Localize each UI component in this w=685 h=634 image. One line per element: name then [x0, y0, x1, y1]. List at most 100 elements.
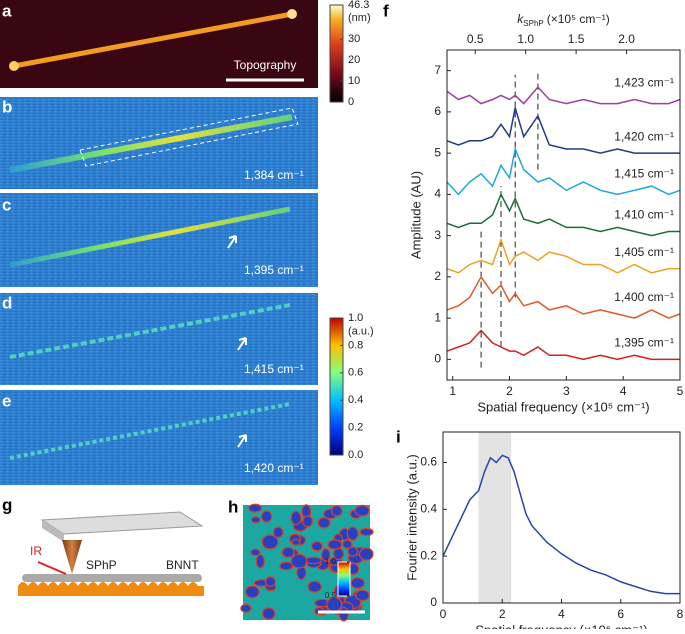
plot-frame	[442, 431, 681, 604]
panel-letter: f	[383, 1, 389, 20]
series-line	[446, 192, 680, 237]
series-line	[442, 454, 680, 595]
y-tick-label: 7	[434, 63, 441, 77]
nanotube	[9, 303, 291, 359]
colorbar-tick-label: 30	[348, 33, 360, 45]
image-label: 1,420 cm⁻¹	[244, 461, 304, 475]
schematic-label: SPhP	[86, 558, 117, 572]
x2-axis-label: kSPhP (×10⁵ cm⁻¹)	[517, 12, 609, 28]
y-axis-label: Amplitude (AU)	[408, 171, 423, 259]
domain	[304, 556, 322, 565]
colorbar-tick-label: 10	[348, 75, 360, 87]
domain	[264, 576, 277, 587]
series-line	[446, 146, 681, 196]
colorbar-tick-label: 46.3	[348, 0, 369, 11]
domain	[358, 547, 374, 561]
x-tick-label: 3	[563, 384, 570, 398]
x-axis-label: Spatial frequency (×10⁵ cm⁻¹)	[477, 399, 649, 414]
domain	[354, 504, 370, 517]
domain	[317, 516, 331, 529]
panel-letter: h	[228, 497, 238, 516]
domain	[291, 538, 301, 546]
panel-letter: e	[2, 391, 11, 410]
x2-tick-label: 0.5	[467, 32, 484, 46]
x2-label-part: (×10⁵ cm⁻¹)	[547, 12, 610, 26]
domain	[307, 580, 322, 593]
domain	[279, 561, 294, 571]
series-line	[446, 107, 680, 154]
arrow	[227, 235, 237, 249]
image-label: 1,384 cm⁻¹	[244, 168, 304, 182]
colorbar-unit: (nm)	[348, 12, 371, 24]
x-tick-label: 2	[499, 607, 506, 621]
domain	[272, 526, 284, 539]
substrate	[18, 586, 204, 596]
series-label: 1,400 cm⁻¹	[614, 290, 674, 304]
domain	[355, 589, 370, 602]
y-tick-label: 2	[434, 269, 441, 283]
series-line	[446, 237, 680, 274]
panel-letter: c	[2, 195, 11, 214]
y-tick-label: 0.4	[420, 501, 437, 515]
domain	[331, 505, 343, 517]
y-tick-label: 0	[434, 352, 441, 366]
schematic	[18, 511, 204, 596]
image-label: 1,395 cm⁻¹	[244, 263, 304, 277]
domain	[342, 539, 353, 550]
nanotube-end	[9, 61, 19, 71]
series-line	[446, 85, 681, 105]
x-tick-label: 4	[558, 607, 565, 621]
domain	[347, 546, 359, 557]
y-tick-label: 0.6	[420, 455, 437, 469]
topography-label: Topography	[234, 58, 297, 72]
domain	[338, 606, 349, 622]
x-tick-label: 5	[677, 384, 684, 398]
x2-tick-label: 2.0	[618, 32, 635, 46]
x-tick-label: 2	[506, 384, 513, 398]
panel-letter: i	[396, 427, 401, 446]
domain	[261, 534, 279, 550]
panel-letter: b	[2, 97, 12, 116]
tip	[62, 540, 82, 574]
bnnt-tube	[22, 574, 202, 582]
image-e	[0, 390, 318, 485]
x-tick-label: 6	[617, 607, 624, 621]
domain	[320, 548, 331, 562]
y-tick-label: 0.2	[420, 548, 437, 562]
colorbar-h	[337, 561, 351, 597]
y-tick-label: 1	[434, 310, 441, 324]
schematic-label: BNNT	[166, 558, 199, 572]
plot-frame	[446, 49, 681, 381]
series-line	[446, 329, 680, 361]
colorbar-tick-label: 0.6	[348, 367, 363, 379]
cantilever-side	[42, 520, 64, 542]
cantilever	[40, 511, 204, 535]
nearfield-images	[0, 97, 318, 485]
x-tick-label: 1	[449, 384, 456, 398]
domain	[290, 510, 302, 526]
nanotube-end	[287, 9, 297, 19]
domain	[350, 577, 365, 589]
domain	[248, 503, 263, 513]
colorbar-tick-label: 20	[348, 54, 360, 66]
y-tick-label: 4	[434, 187, 441, 201]
y-tick-label: 6	[434, 104, 441, 118]
y-tick-label: 3	[434, 228, 441, 242]
x-tick-label: 0	[440, 607, 447, 621]
image-label: 1,415 cm⁻¹	[244, 362, 304, 376]
series-label: 1,395 cm⁻¹	[614, 336, 674, 350]
nanotube	[11, 11, 295, 69]
domain	[290, 553, 308, 569]
colorbar-amplitude	[329, 317, 344, 456]
series-label: 1,423 cm⁻¹	[614, 76, 674, 90]
x2-label-part: SPhP	[523, 19, 543, 28]
panel-letter: d	[2, 293, 12, 312]
colorbar-topography	[329, 4, 344, 103]
colorbar-tick-label: 1.0	[348, 312, 363, 324]
x2-label-part: k	[517, 12, 524, 26]
x-tick-label: 4	[620, 384, 627, 398]
domain	[311, 541, 323, 552]
domain	[302, 515, 313, 528]
colorbar-tick-label: 1.0	[325, 557, 337, 566]
